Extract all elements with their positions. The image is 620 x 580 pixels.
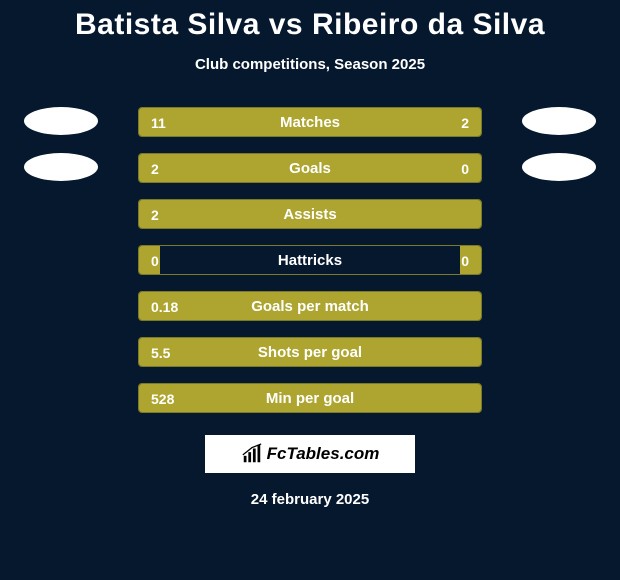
metric-label: Matches [139,108,481,137]
chart-icon [241,443,263,465]
metric-row: 5.5Shots per goal [0,337,620,367]
date-label: 24 february 2025 [0,491,620,508]
metric-row: 0.18Goals per match [0,291,620,321]
metric-row: 112Matches [0,107,620,137]
player-left-portrait [24,153,98,181]
metric-track: 528Min per goal [138,383,482,413]
metric-label: Assists [139,200,481,229]
subtitle: Club competitions, Season 2025 [0,56,620,73]
metric-row: 2Assists [0,199,620,229]
comparison-infographic: Batista Silva vs Ribeiro da Silva Club c… [0,0,620,580]
watermark: FcTables.com [205,435,415,473]
metric-track: 00Hattricks [138,245,482,275]
metric-row: 20Goals [0,153,620,183]
metric-track: 20Goals [138,153,482,183]
watermark-text: FcTables.com [267,444,380,464]
metric-track: 5.5Shots per goal [138,337,482,367]
metric-label: Min per goal [139,384,481,413]
page-title: Batista Silva vs Ribeiro da Silva [0,8,620,42]
metric-track: 0.18Goals per match [138,291,482,321]
player-left-portrait [24,107,98,135]
player-right-portrait [522,153,596,181]
metric-row: 00Hattricks [0,245,620,275]
metric-label: Goals [139,154,481,183]
metric-label: Goals per match [139,292,481,321]
metric-label: Shots per goal [139,338,481,367]
metric-row: 528Min per goal [0,383,620,413]
metric-rows: 112Matches 20Goals 2Assists 00Hattricks 0.18… [0,107,620,413]
metric-label: Hattricks [139,246,481,275]
metric-track: 2Assists [138,199,482,229]
metric-track: 112Matches [138,107,482,137]
player-right-portrait [522,107,596,135]
